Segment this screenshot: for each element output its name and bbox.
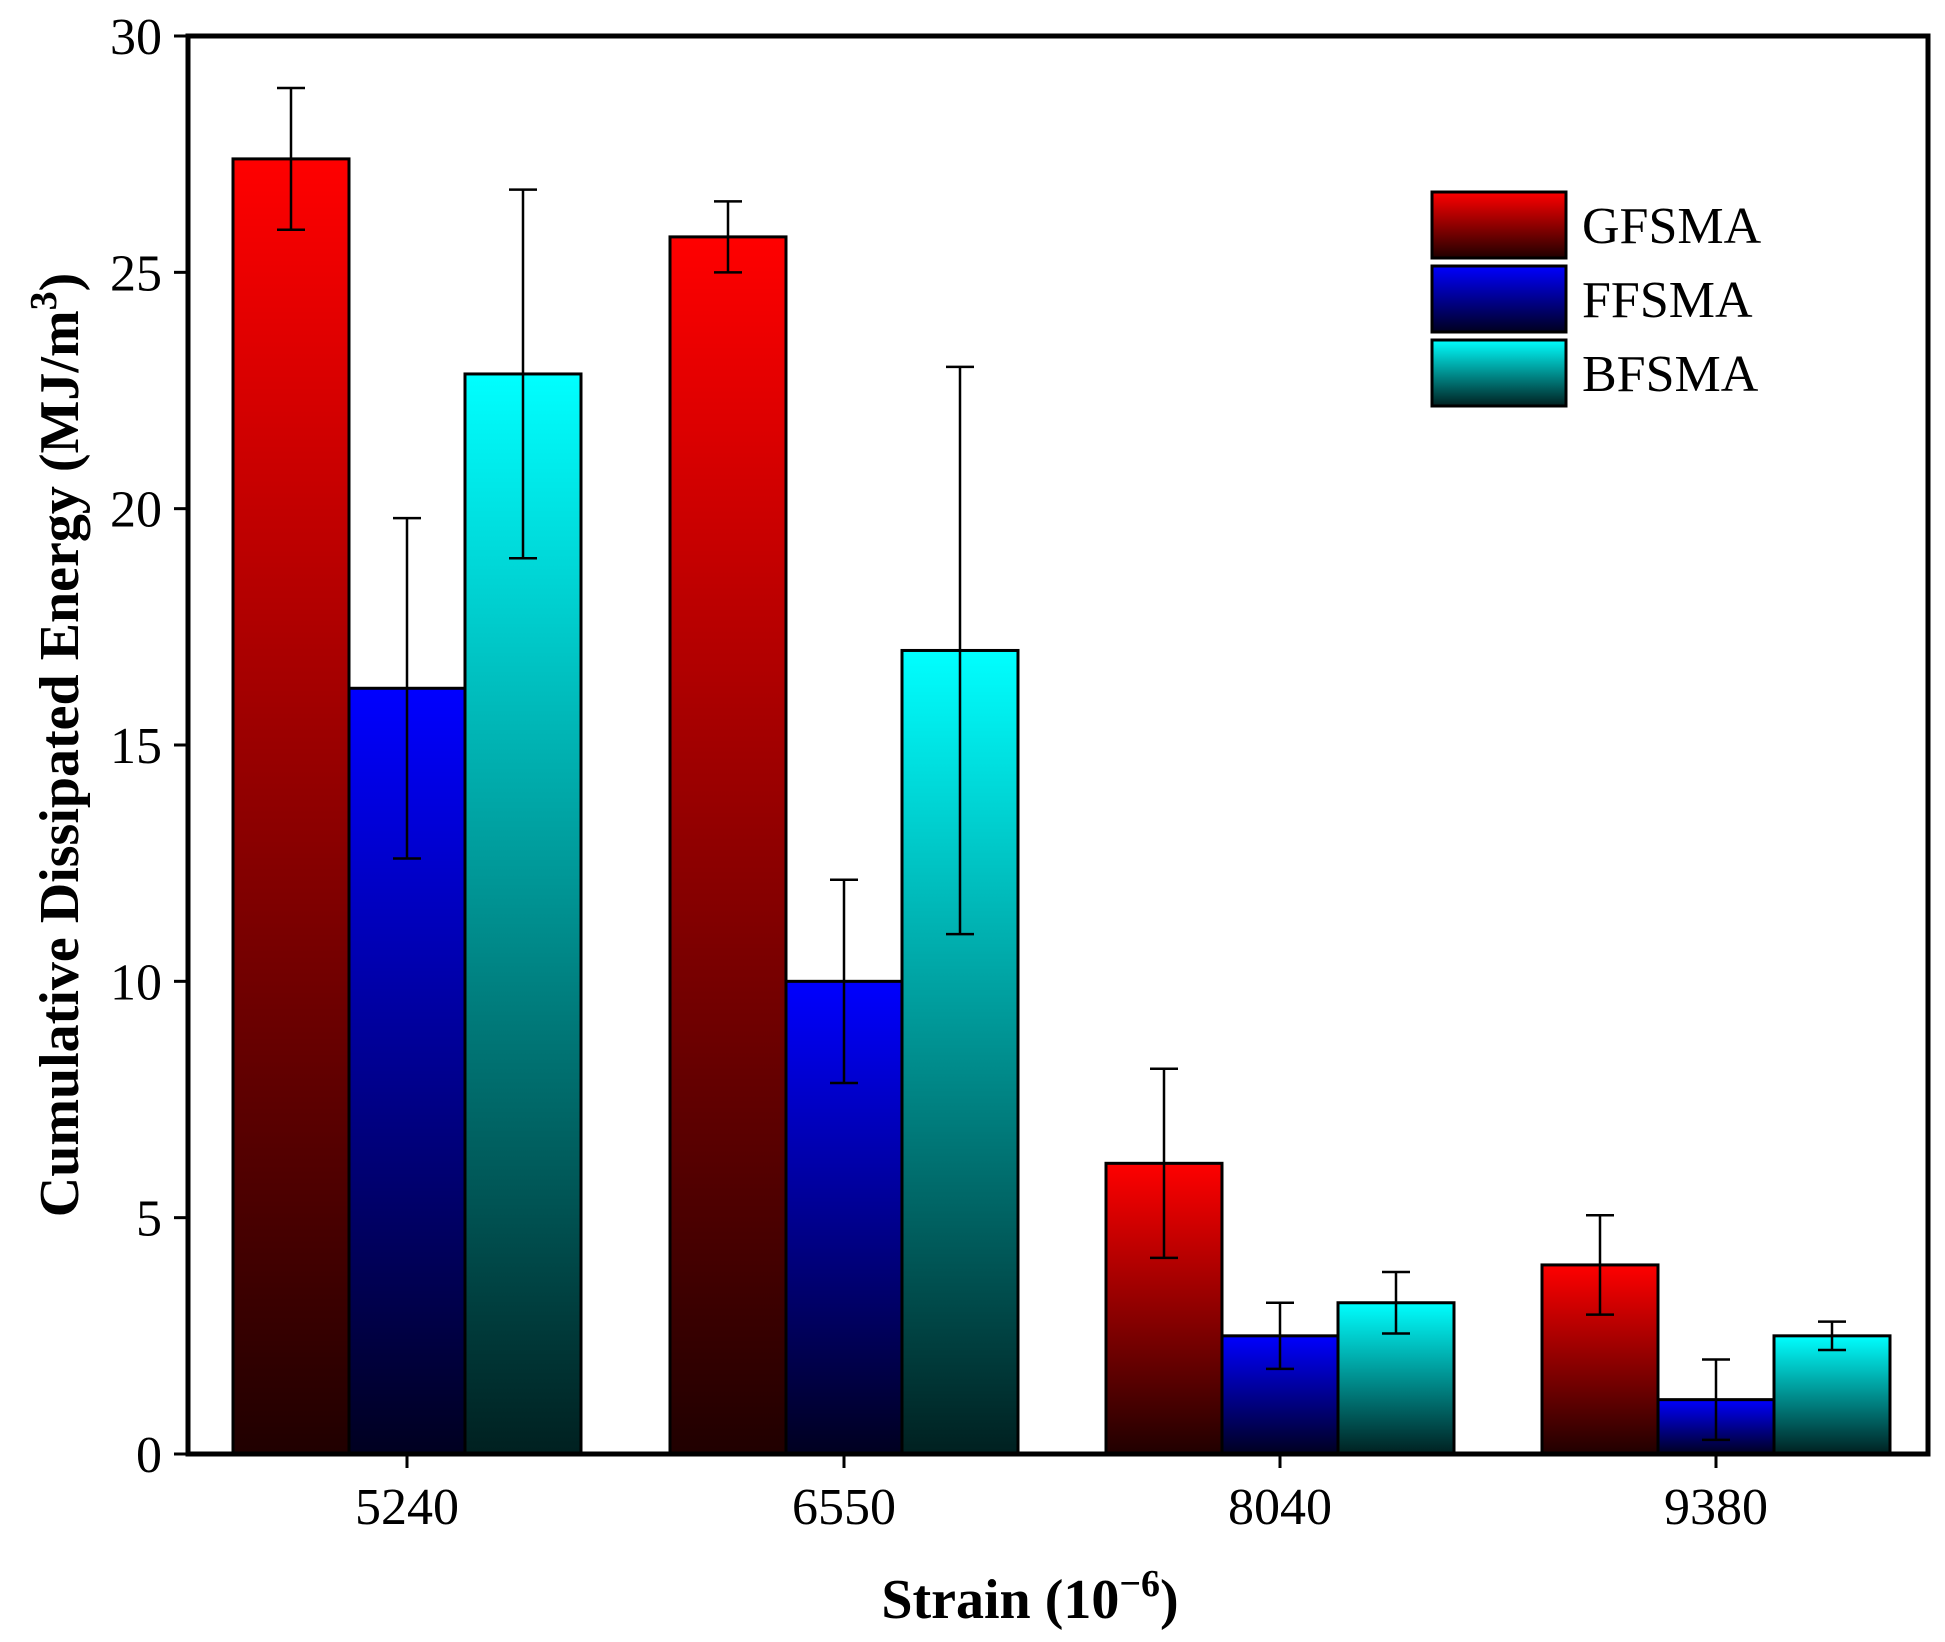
x-axis: 5240 6550 8040 9380: [355, 1454, 1768, 1536]
x-axis-title-superscript: −6: [1119, 1563, 1160, 1605]
y-tick-label-20: 20: [110, 482, 162, 539]
bar-gfsma-6550: [668, 235, 788, 1456]
y-tick-label-5: 5: [136, 1191, 162, 1248]
x-tick-label-9380: 9380: [1664, 1479, 1768, 1536]
legend-swatch-bfsma: [1430, 338, 1568, 408]
legend-label-gfsma: GFSMA: [1582, 198, 1762, 255]
y-tick-label-25: 25: [110, 245, 162, 302]
legend-swatch-ffsma: [1430, 264, 1568, 334]
y-tick-label-0: 0: [136, 1427, 162, 1484]
legend-label-ffsma: FFSMA: [1582, 272, 1753, 329]
x-tick-label-5240: 5240: [355, 1479, 459, 1536]
error-bars-layer: [277, 86, 1846, 1442]
y-axis-title-superscript: 3: [23, 291, 65, 310]
y-axis-title: Cumulative Dissipated Energy (MJ/m3): [23, 273, 91, 1218]
y-axis: 0 5 10 15 20 25 30: [110, 9, 188, 1484]
y-tick-label-10: 10: [110, 954, 162, 1011]
y-tick-label-15: 15: [110, 718, 162, 775]
bar-gfsma-5240: [231, 157, 351, 1456]
legend-label-bfsma: BFSMA: [1582, 346, 1759, 403]
x-axis-title: Strain (10−6): [881, 1563, 1178, 1631]
y-tick-label-30: 30: [110, 9, 162, 66]
bar-bfsma-9380: [1772, 1334, 1892, 1456]
x-tick-label-8040: 8040: [1228, 1479, 1332, 1536]
legend-swatch-gfsma: [1430, 190, 1568, 260]
x-tick-label-6550: 6550: [792, 1479, 896, 1536]
legend: GFSMA FFSMA BFSMA: [1430, 190, 1762, 408]
